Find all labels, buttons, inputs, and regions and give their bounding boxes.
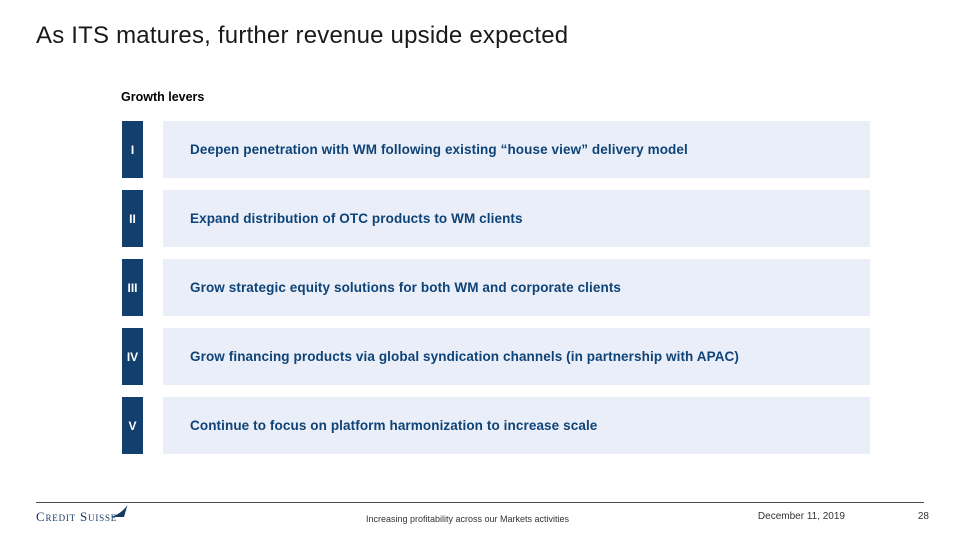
section-label-growth-levers: Growth levers xyxy=(121,90,205,104)
lever-spacer xyxy=(143,397,163,454)
lever-spacer xyxy=(143,190,163,247)
lever-numeral-badge-2: II xyxy=(122,190,143,247)
lever-bar-5: Continue to focus on platform harmonizat… xyxy=(163,397,870,454)
lever-spacer xyxy=(143,121,163,178)
lever-text-1: Deepen penetration with WM following exi… xyxy=(190,142,688,157)
footer-note: Increasing profitability across our Mark… xyxy=(365,514,570,524)
growth-levers-list: I Deepen penetration with WM following e… xyxy=(122,121,870,454)
lever-bar-3: Grow strategic equity solutions for both… xyxy=(163,259,870,316)
lever-row-4: IV Grow financing products via global sy… xyxy=(122,328,870,385)
lever-numeral-badge-1: I xyxy=(122,121,143,178)
lever-bar-4: Grow financing products via global syndi… xyxy=(163,328,870,385)
lever-text-5: Continue to focus on platform harmonizat… xyxy=(190,418,598,433)
lever-spacer xyxy=(143,259,163,316)
lever-text-2: Expand distribution of OTC products to W… xyxy=(190,211,523,226)
logo-text: Credit Suisse xyxy=(36,509,118,524)
lever-bar-1: Deepen penetration with WM following exi… xyxy=(163,121,870,178)
lever-row-3: III Grow strategic equity solutions for … xyxy=(122,259,870,316)
lever-spacer xyxy=(143,328,163,385)
lever-numeral-badge-4: IV xyxy=(122,328,143,385)
page-number: 28 xyxy=(917,511,929,522)
lever-numeral-badge-5: V xyxy=(122,397,143,454)
lever-text-4: Grow financing products via global syndi… xyxy=(190,349,740,364)
footer-date: December 11, 2019 xyxy=(757,511,845,522)
footer-divider xyxy=(36,502,924,503)
lever-text-3: Grow strategic equity solutions for both… xyxy=(190,280,622,295)
lever-numeral-badge-3: III xyxy=(122,259,143,316)
lever-row-1: I Deepen penetration with WM following e… xyxy=(122,121,870,178)
lever-row-2: II Expand distribution of OTC products t… xyxy=(122,190,870,247)
sail-icon xyxy=(111,505,128,517)
lever-row-5: V Continue to focus on platform harmoniz… xyxy=(122,397,870,454)
credit-suisse-logo: Credit Suisse xyxy=(36,505,128,523)
lever-bar-2: Expand distribution of OTC products to W… xyxy=(163,190,870,247)
page-title: As ITS matures, further revenue upside e… xyxy=(36,22,569,49)
